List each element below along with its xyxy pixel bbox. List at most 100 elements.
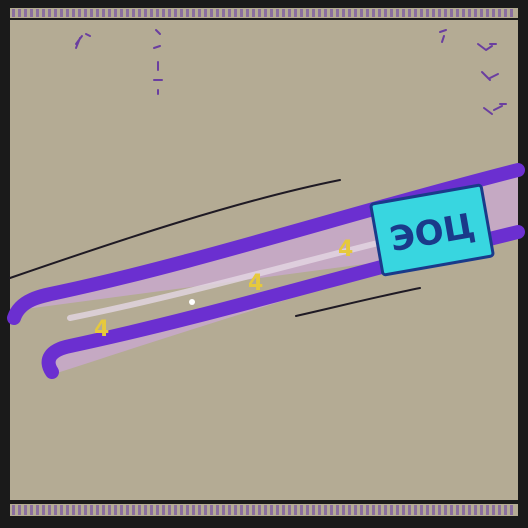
border-tick xyxy=(162,505,165,515)
border-tick xyxy=(84,9,87,17)
border-tick xyxy=(276,9,279,17)
border-tick xyxy=(282,9,285,17)
border-tick xyxy=(390,9,393,17)
border-tick xyxy=(168,9,171,17)
border-tick xyxy=(132,9,135,17)
border-tick xyxy=(462,9,465,17)
border-tick xyxy=(360,505,363,515)
border-tick xyxy=(480,505,483,515)
border-tick xyxy=(66,505,69,515)
border-tick xyxy=(348,9,351,17)
label-box-shape xyxy=(369,183,495,277)
border-tick xyxy=(378,9,381,17)
border-tick xyxy=(120,505,123,515)
border-tick xyxy=(252,9,255,17)
border-tick xyxy=(252,505,255,515)
border-tick xyxy=(234,9,237,17)
border-tick xyxy=(258,9,261,17)
border-tick xyxy=(450,9,453,17)
border-tick xyxy=(474,505,477,515)
border-tick xyxy=(96,9,99,17)
border-tick xyxy=(222,9,225,17)
border-tick xyxy=(354,505,357,515)
border-tick xyxy=(426,505,429,515)
border-tick xyxy=(486,9,489,17)
border-tick xyxy=(444,505,447,515)
border-tick xyxy=(384,9,387,17)
border-tick xyxy=(174,9,177,17)
border-tick xyxy=(294,9,297,17)
border-tick xyxy=(138,9,141,17)
border-tick xyxy=(18,9,21,17)
border-tick xyxy=(150,9,153,17)
border-tick xyxy=(90,505,93,515)
border-tick xyxy=(24,9,27,17)
border-tick xyxy=(372,9,375,17)
border-tick xyxy=(138,505,141,515)
border-tick xyxy=(36,505,39,515)
border-tick xyxy=(366,9,369,17)
border-tick xyxy=(216,505,219,515)
border-tick xyxy=(12,9,15,17)
arrow-marks: 4 4 4 xyxy=(94,237,353,342)
border-tick xyxy=(48,505,51,515)
border-tick xyxy=(288,505,291,515)
scribble-top-left xyxy=(75,33,91,49)
border-tick xyxy=(414,9,417,17)
border-tick xyxy=(186,505,189,515)
border-tick xyxy=(402,9,405,17)
border-tick xyxy=(54,9,57,17)
arrow-mark-2: 4 xyxy=(248,271,263,296)
border-tick xyxy=(276,505,279,515)
border-tick xyxy=(480,9,483,17)
border-tick xyxy=(24,505,27,515)
border-tick xyxy=(312,9,315,17)
border-tick xyxy=(384,505,387,515)
scribble-top-right xyxy=(439,29,447,43)
border-tick xyxy=(72,9,75,17)
border-tick xyxy=(204,505,207,515)
border-tick xyxy=(18,505,21,515)
border-tick xyxy=(102,505,105,515)
border-tick xyxy=(234,505,237,515)
bottom-border-stripe xyxy=(10,504,518,516)
border-tick xyxy=(396,9,399,17)
ink-line-upper xyxy=(9,179,341,279)
border-tick xyxy=(228,505,231,515)
border-tick xyxy=(126,9,129,17)
border-tick xyxy=(216,9,219,17)
border-tick xyxy=(444,9,447,17)
border-tick xyxy=(498,9,501,17)
border-tick xyxy=(12,505,15,515)
border-tick xyxy=(198,505,201,515)
border-tick xyxy=(366,505,369,515)
label-box: ЭОЦ xyxy=(369,183,495,277)
border-tick xyxy=(60,505,63,515)
border-tick xyxy=(270,505,273,515)
border-tick xyxy=(264,505,267,515)
border-tick xyxy=(258,505,261,515)
border-tick xyxy=(114,505,117,515)
border-tick xyxy=(300,9,303,17)
border-tick xyxy=(354,9,357,17)
border-tick xyxy=(48,9,51,17)
border-tick xyxy=(342,9,345,17)
border-tick xyxy=(432,505,435,515)
border-tick xyxy=(222,505,225,515)
border-tick xyxy=(180,505,183,515)
border-tick xyxy=(462,505,465,515)
arrow-mark-3: 4 xyxy=(338,237,353,262)
border-tick xyxy=(156,505,159,515)
scribble-marks xyxy=(75,29,507,115)
border-tick xyxy=(126,505,129,515)
border-tick xyxy=(510,505,513,515)
border-tick xyxy=(456,9,459,17)
border-tick xyxy=(30,505,33,515)
border-tick xyxy=(348,505,351,515)
border-tick xyxy=(450,505,453,515)
border-tick xyxy=(300,505,303,515)
border-tick xyxy=(420,9,423,17)
border-tick xyxy=(264,9,267,17)
border-tick xyxy=(360,9,363,17)
